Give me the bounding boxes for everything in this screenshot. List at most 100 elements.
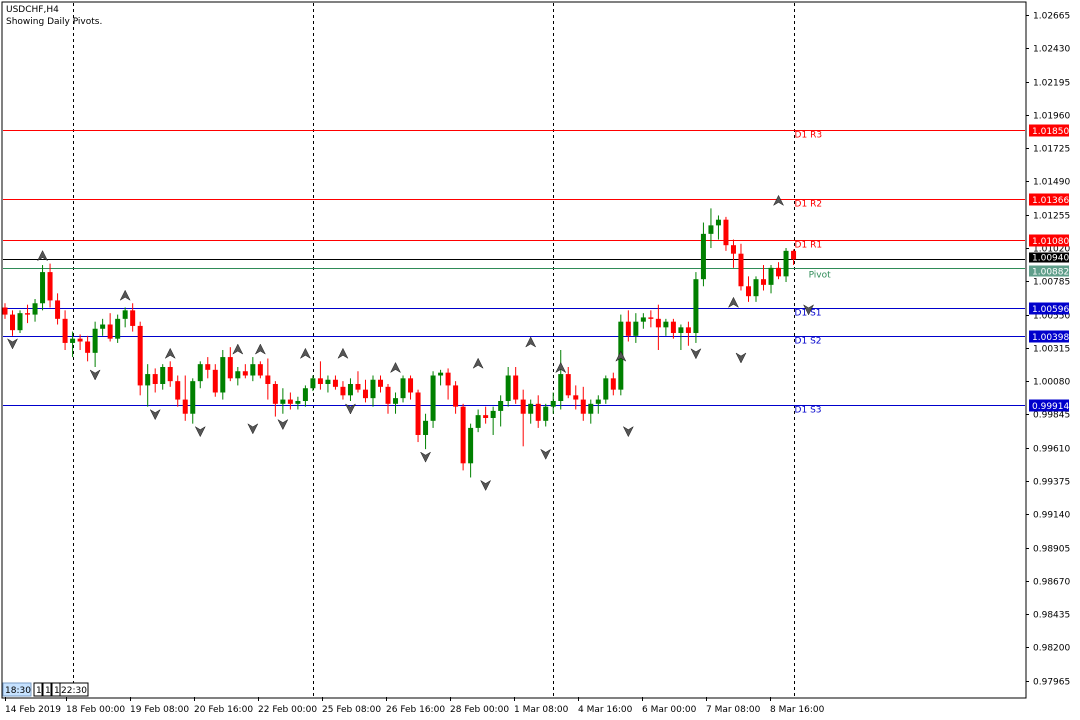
candle <box>655 304 661 350</box>
candle <box>640 313 646 329</box>
candle <box>761 265 767 291</box>
candle <box>242 364 248 379</box>
fractal-down-marker <box>149 409 161 421</box>
time-tick-label: 18 Feb 00:00 <box>66 705 125 715</box>
candle <box>528 399 534 424</box>
time-tick-label: 20 Feb 16:00 <box>194 705 253 715</box>
candle-body <box>453 385 459 407</box>
time-tick-label: 1 Mar 08:00 <box>514 705 569 715</box>
price-tick-label: 0.98905 <box>1033 545 1070 555</box>
fractal-down-marker <box>247 423 259 435</box>
price-tick-label: 0.98200 <box>1033 644 1070 654</box>
price-tick-label: 0.97965 <box>1033 678 1070 688</box>
candle-body <box>175 381 181 400</box>
candle-body <box>160 366 166 384</box>
time-tick-label: 8 Mar 16:00 <box>770 705 825 715</box>
candle <box>190 378 196 424</box>
candle <box>32 299 38 322</box>
candle <box>85 335 91 362</box>
candle-body <box>85 341 91 353</box>
candle-body <box>347 383 353 396</box>
candle <box>550 392 556 414</box>
candle <box>483 406 489 424</box>
time-tick-label: 4 Mar 16:00 <box>578 705 633 715</box>
candle <box>543 403 549 427</box>
fractal-down-marker <box>690 348 702 360</box>
candle-body <box>400 378 406 399</box>
fractal-up-marker <box>390 362 402 374</box>
candle-body <box>47 272 53 301</box>
candle-body <box>310 378 316 389</box>
candle <box>513 366 519 404</box>
candle <box>205 357 211 379</box>
pivot-line-label: D1 S3 <box>795 406 822 416</box>
candle <box>573 385 579 410</box>
pivot-price-tag <box>1029 399 1069 412</box>
price-tick-label: 1.00550 <box>1033 312 1070 322</box>
pivot-value-tag <box>1029 265 1069 277</box>
price-tick-label: 1.01020 <box>1033 245 1070 255</box>
price-tick-label: 0.99845 <box>1033 411 1070 421</box>
fractal-down-marker <box>803 304 815 316</box>
pivot-price-tag-text: 1.01850 <box>1032 127 1069 137</box>
candle-body <box>115 318 121 339</box>
candle <box>468 423 474 478</box>
candle <box>325 375 331 393</box>
candle <box>738 243 744 291</box>
candle-body <box>370 379 376 399</box>
fractal-up-marker <box>615 350 627 362</box>
candle-body <box>445 372 451 386</box>
candle-body <box>430 375 436 421</box>
chart-subtitle: Showing Daily Pivots. <box>6 17 102 27</box>
candle <box>595 395 601 414</box>
candle-body <box>122 310 128 319</box>
candle <box>340 381 346 400</box>
candle-body <box>137 325 143 386</box>
time-box-2[interactable] <box>59 682 89 697</box>
candle <box>257 361 263 379</box>
candle <box>460 403 466 471</box>
candle-body <box>227 357 233 379</box>
candle-body <box>317 378 323 384</box>
time-box[interactable] <box>2 682 32 697</box>
candle <box>197 361 203 389</box>
candle <box>115 314 121 343</box>
control-btn-2[interactable] <box>42 682 52 697</box>
candle <box>287 392 293 410</box>
candle <box>423 413 429 450</box>
time-tick-label: 22 Feb 00:00 <box>258 705 317 715</box>
fractal-down-marker <box>194 426 206 438</box>
candle <box>633 313 639 343</box>
price-tick-label: 1.02430 <box>1033 45 1070 55</box>
candle <box>295 396 301 410</box>
pivot-price-tag <box>1029 302 1069 315</box>
fractal-up-marker <box>164 347 176 359</box>
candle <box>265 358 271 400</box>
candle-body <box>17 313 23 331</box>
candle-body <box>415 392 421 435</box>
bottom-controls: 18:30 1 1 1 22:30 <box>2 682 89 697</box>
candle <box>588 399 594 424</box>
candle-body <box>483 415 489 418</box>
bid-price-tag-text: 1.00940 <box>1032 254 1069 264</box>
candle-body <box>648 317 654 319</box>
time-tick-label: 26 Feb 16:00 <box>386 705 445 715</box>
control-btn-1[interactable] <box>33 682 43 697</box>
candle <box>610 372 616 396</box>
candle-body <box>693 279 699 334</box>
fractal-down-marker <box>735 352 747 364</box>
chart-title: USDCHF,H4 <box>6 5 59 15</box>
fractal-up-marker <box>555 362 567 374</box>
candle-body <box>768 267 774 285</box>
candle <box>520 389 526 447</box>
candle-body <box>460 406 466 464</box>
candle <box>145 364 151 407</box>
candle-body <box>745 286 751 297</box>
pivot-price-tag <box>1029 330 1069 343</box>
candle-body <box>287 399 293 404</box>
candle-body <box>32 303 38 315</box>
control-btn-3-label: 1 <box>54 686 60 696</box>
candle-body <box>182 399 188 414</box>
candle-body <box>663 321 669 328</box>
